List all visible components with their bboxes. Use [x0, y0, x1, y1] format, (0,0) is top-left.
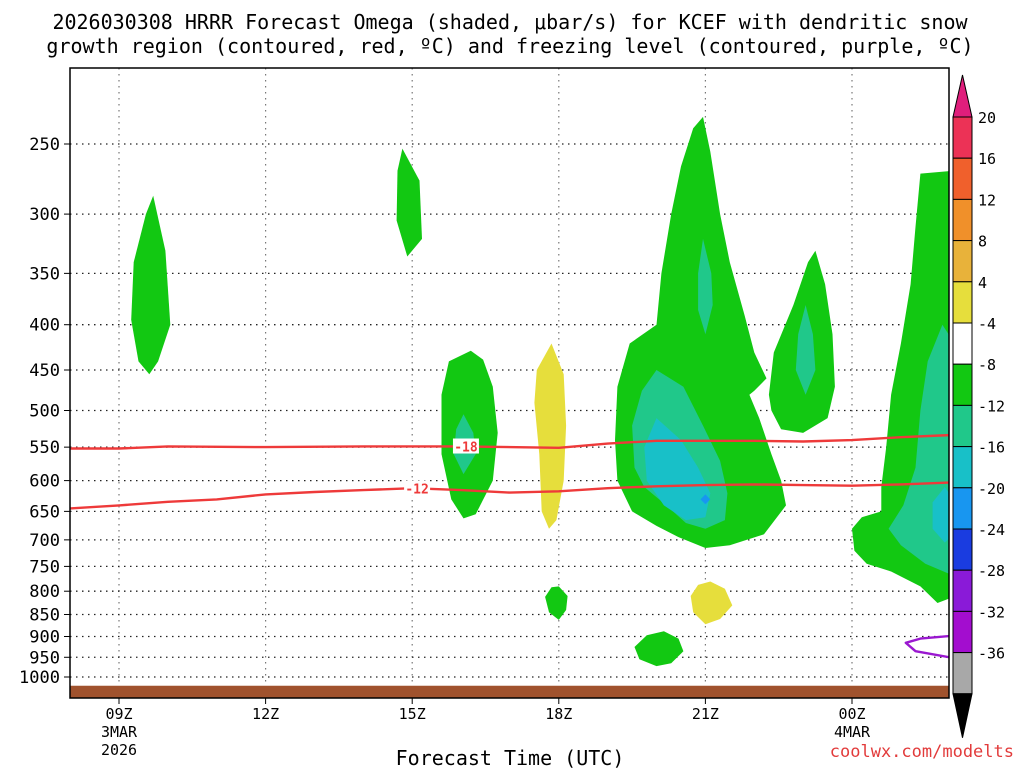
y-tick-label: 600: [29, 472, 60, 492]
x-axis-label: Forecast Time (UTC): [396, 746, 625, 768]
colorbar-swatch: [952, 610, 973, 654]
y-tick-label: 950: [29, 648, 60, 668]
omega-shaded-region: [545, 586, 568, 620]
y-tick-label: 400: [29, 316, 60, 336]
contour-line: [70, 433, 949, 450]
x-tick-label: 09Z: [105, 705, 132, 723]
x-tick-label: 00Z: [838, 705, 865, 723]
omega-shading: [131, 116, 949, 667]
x-tick-label: 12Z: [252, 705, 279, 723]
omega-shaded-region: [698, 238, 713, 335]
colorbar-level-label: -24: [978, 521, 1005, 539]
colorbar-level-label: -4: [978, 315, 996, 333]
x-tick-label: 15Z: [399, 705, 426, 723]
colorbar-top-triangle: [952, 74, 973, 118]
x-tick-label: 18Z: [545, 705, 572, 723]
y-tick-label: 750: [29, 557, 60, 577]
omega-shaded-region: [932, 487, 949, 543]
colorbar-swatch: [952, 157, 973, 200]
colorbar-swatch: [952, 116, 973, 159]
colorbar-swatch: [952, 363, 973, 406]
x-tick-label: 21Z: [692, 705, 719, 723]
colorbar-level-label: 8: [978, 233, 987, 251]
colorbar-level-label: -20: [978, 480, 1005, 498]
y-tick-label: 800: [29, 582, 60, 602]
colorbar-level-label: 16: [978, 150, 996, 168]
colorbar-swatch: [952, 322, 973, 365]
y-tick-label: 1000: [19, 668, 60, 688]
contour-label-background: [452, 438, 479, 454]
contour-label: -18: [454, 441, 478, 456]
x-tick-date-label: 3MAR: [101, 723, 138, 741]
y-axis-ticks: 2503003504004505005506006507007508008509…: [19, 135, 70, 688]
colorbar-level-label: -8: [978, 356, 996, 374]
terrain-band: [70, 685, 949, 698]
y-tick-label: 350: [29, 264, 60, 284]
contour-label: -12: [405, 482, 428, 497]
colorbar-level-label: -32: [978, 603, 1005, 621]
omega-shaded-region: [534, 343, 567, 529]
omega-shaded-region: [700, 494, 711, 505]
contour-line: [70, 481, 949, 510]
omega-shaded-region: [131, 195, 171, 375]
colorbar-level-label: 12: [978, 191, 996, 209]
y-tick-label: 500: [29, 402, 60, 422]
colorbar-swatch: [952, 404, 973, 448]
temperature-contours: -18 -12: [70, 433, 949, 659]
y-tick-label: 250: [29, 135, 60, 155]
omega-shaded-region: [795, 305, 816, 395]
colorbar: 20 16 12 8 4 -4 -8 -12 -16 -20 -24 -28 -32 -36: [952, 74, 1005, 738]
colorbar-swatch: [952, 198, 973, 242]
colorbar-level-label: -16: [978, 439, 1005, 457]
y-tick-label: 900: [29, 627, 60, 647]
colorbar-level-label: 20: [978, 109, 996, 127]
colorbar-swatch: [952, 446, 973, 489]
y-tick-label: 450: [29, 361, 60, 381]
omega-shaded-region: [396, 148, 422, 257]
omega-shaded-region: [690, 581, 733, 625]
colorbar-level-label: -36: [978, 645, 1005, 663]
y-tick-label: 300: [29, 205, 60, 225]
chart-title-line-2: growth region (contoured, red, ºC) and f…: [46, 34, 973, 58]
contour-label-background: [404, 480, 431, 496]
omega-shaded-region: [634, 631, 684, 667]
x-tick-year-label: 2026: [101, 741, 137, 759]
colorbar-swatch: [952, 528, 973, 571]
colorbar-swatch: [952, 240, 973, 283]
plot-frame: [69, 67, 950, 699]
colorbar-level-label: -28: [978, 562, 1005, 580]
colorbar-level-label: 4: [978, 274, 987, 292]
y-tick-label: 700: [29, 531, 60, 551]
colorbar-swatch: [952, 569, 973, 612]
colorbar-swatch: [952, 487, 973, 530]
y-tick-label: 550: [29, 438, 60, 458]
omega-shaded-region: [644, 418, 711, 521]
x-tick-date-label: 4MAR: [834, 723, 871, 741]
chart-title-line-1: 2026030308 HRRR Forecast Omega (shaded, …: [52, 10, 968, 34]
colorbar-swatch: [952, 652, 973, 695]
y-tick-label: 650: [29, 502, 60, 522]
credit-text[interactable]: coolwx.com/modelts: [830, 742, 1014, 762]
colorbar-swatch: [952, 281, 973, 324]
colorbar-bottom-triangle: [952, 693, 973, 738]
y-tick-label: 850: [29, 606, 60, 626]
colorbar-level-label: -12: [978, 397, 1005, 415]
terrain-layer: [70, 685, 949, 698]
